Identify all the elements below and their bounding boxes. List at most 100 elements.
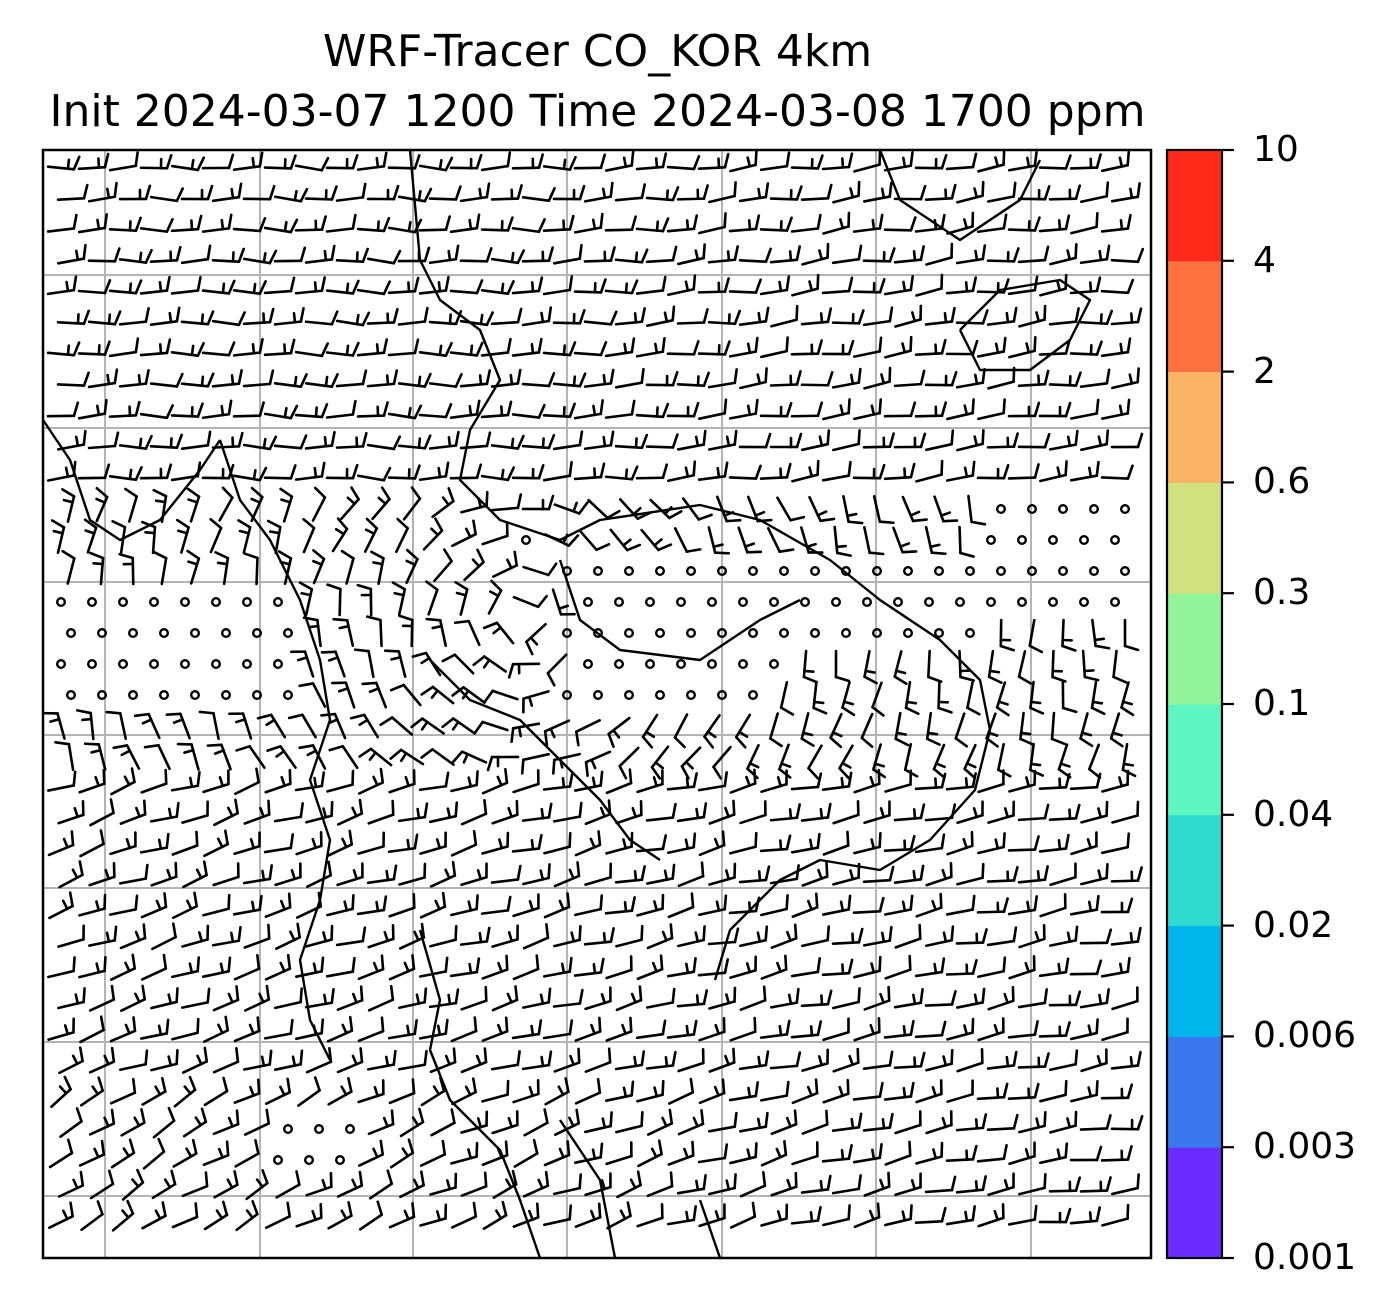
wind-barb (673, 527, 702, 553)
calm-marker (686, 628, 697, 639)
wind-barb (422, 517, 444, 551)
wind-barb (933, 495, 959, 523)
wind-barb (645, 433, 679, 449)
wind-barb (801, 242, 830, 266)
calm-marker (924, 597, 935, 608)
wind-barb (170, 342, 205, 357)
wind-barb (152, 550, 168, 586)
calm-marker (179, 597, 190, 608)
wind-barb (614, 307, 646, 326)
colorbar-segment (1167, 1147, 1222, 1259)
wind-barb (304, 430, 336, 450)
wind-barb (1100, 213, 1132, 233)
wind-barb (418, 403, 453, 419)
wind-barb (340, 486, 360, 521)
wind-barb (180, 310, 215, 326)
wind-barb (860, 712, 874, 749)
wind-barb (453, 619, 481, 647)
wind-barb (263, 464, 297, 480)
wind-barb (779, 681, 795, 716)
wind-barb (507, 662, 541, 679)
wind-barb (356, 583, 373, 617)
wind-barb (790, 154, 824, 170)
wind-barb (77, 152, 110, 171)
wind-barb (294, 771, 326, 792)
wind-barb (986, 432, 1019, 449)
wind-barb (1087, 743, 1102, 779)
wind-barb (1028, 618, 1044, 654)
calm-marker (1119, 504, 1130, 515)
wind-barb (511, 276, 544, 295)
wind-barb (635, 275, 667, 295)
wind-barb (681, 497, 713, 521)
wind-barb (614, 433, 649, 450)
wind-barb (635, 217, 670, 233)
wind-barb (977, 398, 1006, 421)
calm-marker (127, 628, 138, 639)
wind-barb (1069, 772, 1102, 791)
wind-barb (512, 769, 540, 794)
wind-barb (587, 498, 621, 520)
wind-barb (542, 275, 574, 296)
wind-barb (769, 185, 803, 201)
wind-barb (883, 150, 914, 172)
wind-barb (892, 526, 918, 554)
wind-barb (604, 215, 637, 232)
wind-barb (862, 432, 895, 449)
colorbar-tick-label: 2 (1253, 350, 1276, 392)
wind-barb (976, 213, 1008, 234)
wind-barb (397, 306, 429, 326)
wind-barb (894, 304, 923, 328)
wind-barb (946, 398, 975, 421)
wind-barb (976, 336, 1007, 358)
calm-marker (903, 628, 914, 639)
calm-marker (273, 597, 284, 608)
wind-barb (1039, 460, 1068, 483)
wind-barb (228, 712, 253, 740)
wind-barb (490, 184, 523, 201)
wind-barb (87, 310, 122, 326)
wind-barb (397, 187, 433, 203)
wind-barb (1100, 337, 1132, 358)
wind-barb (56, 183, 89, 201)
wind-barb (149, 187, 185, 203)
wind-barb (833, 525, 852, 557)
wind-barb (108, 337, 140, 358)
wind-barb (1110, 432, 1144, 449)
wind-barb (237, 519, 252, 554)
wind-barb (234, 767, 260, 796)
wind-barb (451, 750, 488, 764)
wind-barb (449, 463, 483, 480)
wind-barb (1120, 681, 1135, 717)
wind-barb (418, 771, 450, 792)
wind-barb (645, 186, 680, 202)
wind-barb (149, 801, 180, 823)
wind-barb (242, 435, 278, 451)
wind-barb (139, 338, 172, 357)
wind-barb (1017, 369, 1050, 388)
calm-marker (862, 597, 873, 608)
wind-barb (490, 493, 523, 512)
calm-marker (1026, 566, 1037, 577)
wind-barb (614, 183, 647, 202)
wind-barb (326, 769, 355, 793)
calm-marker (1119, 566, 1130, 577)
wind-barb (1048, 371, 1082, 387)
calm-marker (1109, 535, 1120, 546)
wind-barb (56, 309, 90, 326)
wind-barb (331, 517, 349, 553)
wind-barb (311, 486, 327, 522)
wind-barb (698, 212, 727, 235)
calm-marker (189, 628, 200, 639)
wind-barb (335, 311, 371, 327)
wind-barb (614, 367, 645, 389)
wind-barb (1079, 368, 1111, 389)
wind-barb (583, 430, 615, 451)
wind-barb (924, 370, 958, 387)
wind-barb (242, 184, 276, 201)
wind-barb (707, 526, 731, 555)
wind-barb (356, 338, 389, 357)
wind-barb (176, 742, 200, 771)
wind-barb (335, 431, 368, 449)
wind-barb (812, 680, 828, 715)
